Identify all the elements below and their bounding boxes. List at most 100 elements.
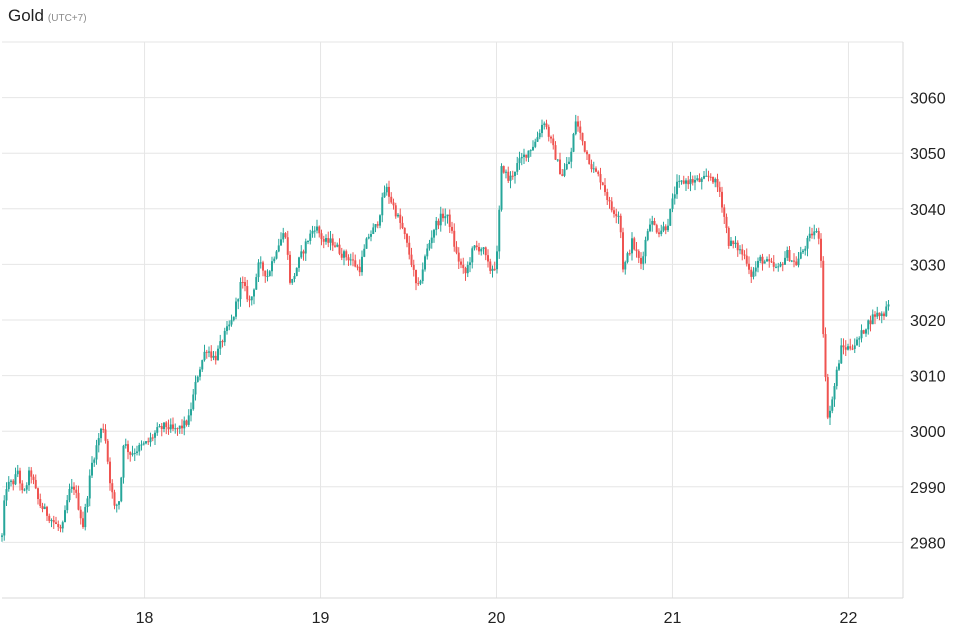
candle-body [37, 488, 39, 500]
candle-body [471, 248, 474, 263]
candle-body [554, 145, 557, 160]
candle [543, 121, 546, 130]
candle-body [338, 244, 341, 254]
candle [604, 178, 606, 196]
candle-body [145, 441, 147, 444]
y-tick-label: 3040 [910, 202, 946, 219]
candle [291, 278, 294, 285]
candle-body [244, 282, 246, 287]
candle [426, 243, 429, 260]
candle-body [482, 247, 485, 249]
candle [66, 495, 69, 514]
candle-body [46, 506, 48, 516]
candle-body [640, 257, 642, 264]
candle [444, 208, 447, 226]
candle-body [478, 247, 480, 252]
candle-body [203, 351, 206, 361]
candle-body [149, 437, 152, 443]
candle-body [651, 220, 654, 225]
candle [835, 366, 838, 390]
candle [552, 134, 555, 150]
candle [583, 141, 586, 153]
candle-body [847, 346, 849, 350]
candle [525, 154, 528, 162]
grid-lines [2, 41, 903, 598]
candle-body [527, 150, 530, 158]
x-tick-label: 19 [312, 610, 330, 627]
candle [644, 236, 647, 264]
candle [421, 262, 424, 284]
candle-body [502, 166, 505, 173]
candle-body [309, 233, 312, 241]
candle-body [736, 242, 739, 251]
candle-body [136, 451, 138, 453]
candle-body [745, 255, 748, 264]
candle-body [741, 249, 744, 255]
candle [7, 476, 10, 492]
candle-body [295, 267, 298, 276]
candle-body [174, 428, 177, 430]
candle [352, 252, 354, 267]
candle-body [498, 209, 501, 252]
candle [545, 119, 548, 130]
candle-body [253, 289, 255, 297]
candle-body [660, 230, 663, 235]
candle [347, 254, 350, 266]
candle-body [545, 123, 548, 127]
candle [730, 237, 732, 247]
candle [21, 480, 24, 494]
candle-body [91, 462, 93, 476]
candle [187, 409, 190, 427]
candle [10, 479, 12, 487]
candle-body [568, 161, 570, 164]
chart-header: Gold (UTC+7) [8, 6, 87, 30]
candle-body [885, 306, 888, 317]
candle-body [73, 486, 75, 490]
candle-body [68, 488, 71, 501]
candle-body [316, 226, 318, 231]
candle-body [113, 492, 116, 506]
candle-body [662, 226, 665, 231]
candle-body [403, 228, 406, 235]
candle [394, 202, 397, 219]
candle [811, 227, 813, 239]
candle-body [707, 175, 710, 177]
candle-body [493, 268, 496, 270]
candle [169, 418, 172, 433]
candle-body [190, 409, 192, 416]
candle [768, 254, 771, 268]
candle-body [604, 185, 606, 193]
candle-body [559, 159, 561, 175]
x-tick-label: 18 [136, 610, 154, 627]
candle-body [777, 266, 780, 268]
candle [554, 141, 557, 160]
candle-body [192, 394, 195, 410]
candle [77, 485, 80, 511]
candle-body [248, 299, 251, 301]
candle-body [793, 260, 795, 262]
candle [340, 247, 343, 261]
candle [619, 213, 622, 239]
candle [406, 233, 408, 248]
candle-body [415, 269, 417, 284]
candle [831, 396, 834, 414]
candle [685, 178, 687, 192]
candle [628, 249, 631, 256]
candle [743, 250, 746, 260]
candle-body [849, 346, 852, 349]
candle [343, 249, 345, 266]
candle [862, 329, 865, 335]
candle [464, 266, 467, 281]
candle [462, 257, 465, 274]
candle [253, 288, 255, 305]
candle-body [347, 257, 350, 261]
candle [770, 257, 773, 264]
candle [615, 208, 618, 224]
candle [703, 171, 705, 180]
candle-body [57, 524, 60, 528]
candle [280, 232, 282, 246]
candle-body [30, 470, 33, 477]
candle-body [12, 480, 15, 485]
candle [565, 157, 568, 171]
